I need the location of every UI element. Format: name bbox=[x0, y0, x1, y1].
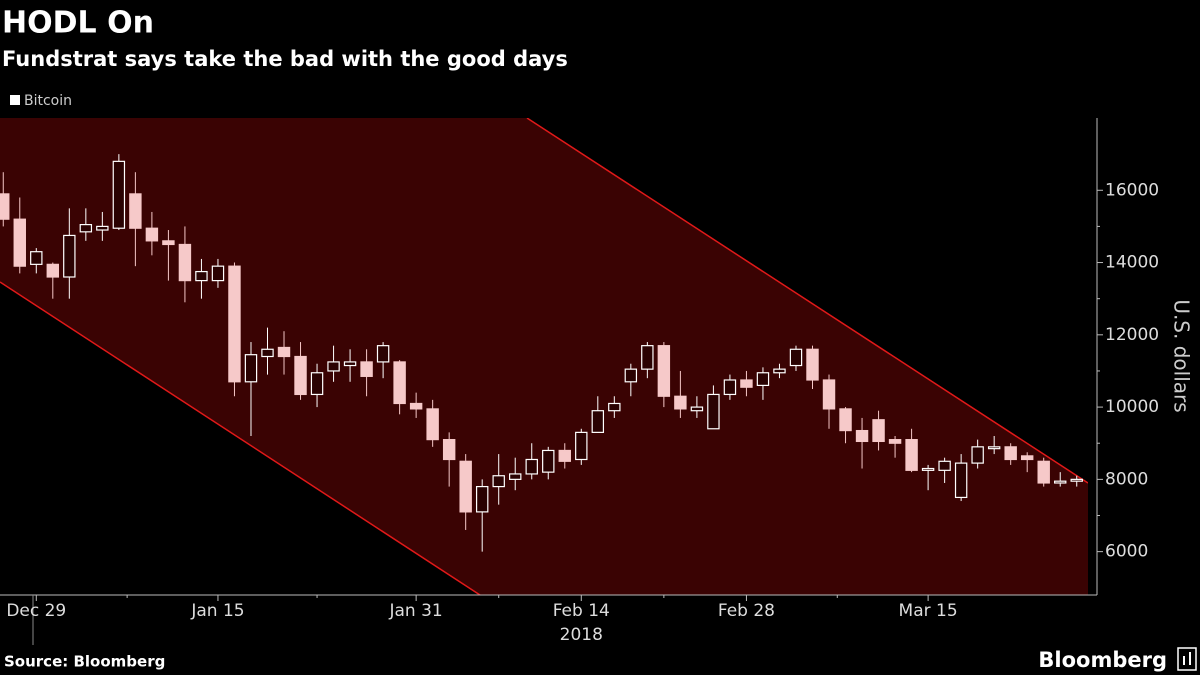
candle-body bbox=[674, 395, 687, 410]
y-tick-label: 12000 bbox=[1105, 325, 1159, 345]
candle-body bbox=[261, 348, 274, 358]
candle-body bbox=[558, 449, 571, 462]
candle-body bbox=[591, 410, 605, 433]
candle-body bbox=[921, 467, 935, 471]
candle-body bbox=[178, 243, 192, 282]
candle-body bbox=[1070, 478, 1083, 482]
year-label: 2018 bbox=[560, 625, 603, 645]
candle-body bbox=[310, 372, 324, 396]
candle-body bbox=[195, 270, 208, 282]
candle-body bbox=[740, 379, 753, 388]
candle-body bbox=[938, 460, 951, 471]
candle-body bbox=[1037, 460, 1050, 484]
candle-body bbox=[542, 449, 555, 473]
candle-body bbox=[63, 234, 76, 278]
candle-body bbox=[905, 439, 918, 471]
candle-body bbox=[509, 473, 522, 480]
candle-body bbox=[294, 355, 307, 396]
candle-body bbox=[872, 419, 885, 443]
candle-body bbox=[773, 368, 786, 374]
candle-body bbox=[723, 379, 737, 396]
y-tick-label: 6000 bbox=[1105, 542, 1148, 562]
brand-icon bbox=[1177, 647, 1197, 671]
x-tick-label: Dec 29 bbox=[6, 601, 66, 621]
candle-body bbox=[475, 485, 489, 513]
candle-body bbox=[46, 263, 60, 278]
candle-body bbox=[707, 393, 720, 430]
candle-body bbox=[608, 402, 621, 412]
candle-body bbox=[525, 458, 538, 475]
y-tick-label: 8000 bbox=[1105, 469, 1148, 489]
candle-body bbox=[393, 361, 406, 405]
source: Source: Bloomberg bbox=[4, 653, 165, 671]
candle-body bbox=[376, 345, 390, 363]
candle-body bbox=[806, 348, 819, 381]
candle-body bbox=[971, 446, 984, 464]
candle-body bbox=[327, 361, 340, 372]
channel-upper bbox=[526, 118, 1088, 484]
x-tick-label: Jan 15 bbox=[190, 601, 244, 621]
candle-body bbox=[228, 265, 241, 383]
candle-body bbox=[839, 408, 852, 432]
chart-subtitle: Fundstrat says take the bad with the goo… bbox=[2, 47, 568, 71]
candle-body bbox=[13, 218, 26, 267]
candle-body bbox=[30, 251, 43, 265]
candle-body bbox=[112, 160, 126, 229]
candle-body bbox=[690, 406, 704, 412]
y-axis-label: U.S. dollars bbox=[1170, 299, 1194, 412]
brand-icon-frame bbox=[1177, 647, 1197, 671]
candle-body bbox=[0, 193, 10, 220]
legend-label: Bitcoin bbox=[24, 93, 72, 109]
candle-body bbox=[277, 346, 291, 358]
candle-body bbox=[657, 345, 671, 397]
candle-body bbox=[1054, 480, 1067, 484]
candle-body bbox=[129, 193, 142, 229]
candle-body bbox=[211, 265, 225, 282]
candle-body bbox=[360, 361, 373, 377]
candle-body bbox=[641, 345, 654, 370]
candle-body bbox=[426, 408, 439, 441]
candle-body bbox=[79, 224, 93, 233]
x-tick-label: Feb 28 bbox=[718, 601, 775, 621]
candle-body bbox=[459, 460, 472, 513]
x-tick-label: Feb 14 bbox=[553, 601, 610, 621]
candle-body bbox=[442, 439, 456, 461]
candle-body bbox=[343, 361, 357, 367]
y-tick-label: 16000 bbox=[1105, 180, 1159, 200]
y-tick-label: 10000 bbox=[1105, 397, 1159, 417]
candle-body bbox=[756, 372, 770, 387]
brand: Bloomberg bbox=[1038, 648, 1167, 672]
candle-body bbox=[954, 462, 968, 499]
channel bbox=[0, 118, 1088, 595]
chart-title: HODL On bbox=[2, 6, 154, 41]
candle-body bbox=[409, 402, 423, 410]
legend-swatch bbox=[10, 95, 20, 105]
candle-body bbox=[822, 379, 836, 410]
candle-body bbox=[987, 446, 1001, 450]
candle-body bbox=[575, 431, 588, 461]
x-tick-label: Jan 31 bbox=[389, 601, 443, 621]
candles bbox=[0, 154, 1083, 552]
y-tick-label: 14000 bbox=[1105, 253, 1159, 273]
candle-body bbox=[789, 348, 803, 367]
candle-body bbox=[1020, 455, 1034, 461]
x-tick-label: Mar 15 bbox=[899, 601, 958, 621]
candle-body bbox=[855, 429, 869, 443]
candle-body bbox=[162, 240, 175, 246]
candle-body bbox=[244, 354, 258, 383]
channel-fill bbox=[0, 118, 1088, 595]
candle-body bbox=[492, 475, 505, 488]
candle-body bbox=[145, 227, 159, 242]
candle-body bbox=[888, 439, 902, 444]
candle-body bbox=[1004, 446, 1017, 461]
candle-body bbox=[624, 368, 638, 383]
candle-body bbox=[96, 225, 109, 231]
channel-lower bbox=[0, 281, 481, 595]
